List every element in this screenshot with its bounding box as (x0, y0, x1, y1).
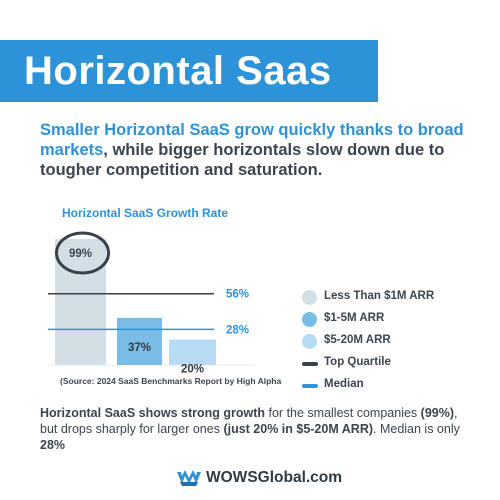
legend-label: $5-20M ARR (324, 334, 391, 346)
legend-label: Top Quartile (324, 356, 391, 368)
summary-bold-1: Horizontal SaaS shows strong growth (40, 406, 266, 420)
legend-swatch (302, 290, 317, 305)
summary-text: Horizontal SaaS shows strong growth for … (40, 405, 470, 453)
bar-less-than-1m-arr (55, 239, 106, 365)
summary-bold-5: (just 20% in $5-20M ARR) (223, 422, 374, 436)
summary-bold-7: 28% (40, 438, 66, 452)
legend-swatch (302, 362, 318, 366)
growth-rate-chart: Horizontal SaaS Growth Rate 99% 37% 20% 56… (48, 206, 255, 375)
legend-swatch (302, 384, 318, 388)
legend-swatch (302, 334, 317, 349)
bar-value-label: 99% (69, 248, 92, 260)
ref-line-label: 28% (226, 324, 249, 336)
highlight-circle (55, 231, 110, 275)
bar-value-label: 37% (128, 342, 151, 354)
summary-text-6: . Median is only (373, 422, 460, 436)
source-note: (Source: 2024 SaaS Benchmarks Report by … (60, 376, 282, 386)
footer-brand-text: WOWSGlobal.com (206, 469, 343, 486)
legend-label: Median (324, 378, 364, 390)
summary-text-2: for the smallest companies (265, 406, 421, 420)
bar-5-20m-arr (169, 339, 216, 365)
bar-value-label: 20% (181, 364, 204, 375)
chart-title: Horizontal SaaS Growth Rate (62, 206, 228, 220)
bar-1-5m-arr (117, 317, 162, 365)
summary-bold-3: (99%) (420, 406, 454, 420)
legend-label: Less Than $1M ARR (324, 290, 435, 302)
page-title: Horizontal Saas (24, 49, 332, 93)
wows-logo-icon (177, 470, 201, 486)
headline-highlight: Smaller Horizontal SaaS grow quickly tha… (40, 121, 464, 159)
headline-rest: , while bigger horizontals slow down due… (40, 141, 445, 179)
headline: Smaller Horizontal SaaS grow quickly tha… (40, 120, 470, 180)
legend-swatch (302, 312, 317, 327)
title-banner: Horizontal Saas (0, 40, 378, 102)
legend-label: $1-5M ARR (324, 312, 385, 324)
summary-text-4: , but drops sharply for larger ones (40, 406, 458, 436)
ref-line-label: 56% (226, 289, 249, 301)
